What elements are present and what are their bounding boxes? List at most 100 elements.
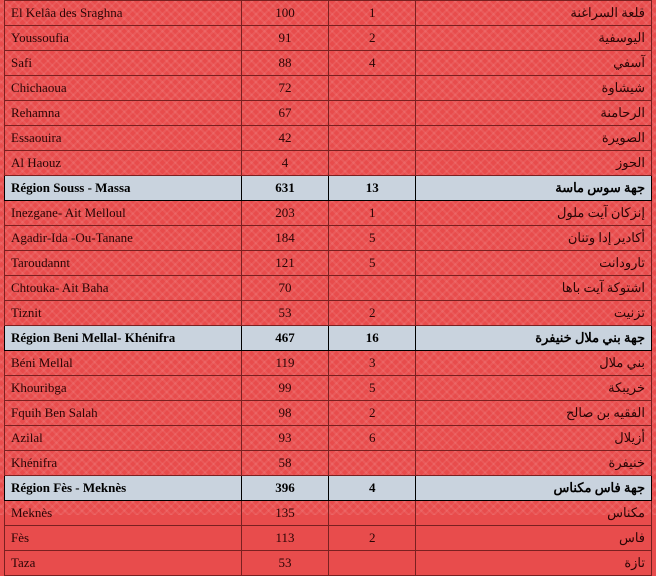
- cell-name-fr: Safi: [5, 51, 242, 76]
- cell-name-fr: Azilal: [5, 426, 242, 451]
- cell-name-fr: Khouribga: [5, 376, 242, 401]
- cell-value-2: 5: [329, 251, 416, 276]
- cell-name-ar: جهة فاس مكناس: [416, 476, 652, 501]
- cell-value-2: 2: [329, 301, 416, 326]
- cell-name-ar: خريبكة: [416, 376, 652, 401]
- cell-name-fr: Région Souss - Massa: [5, 176, 242, 201]
- cell-value-2: [329, 276, 416, 301]
- cell-value-1: 91: [241, 26, 329, 51]
- table-row: Youssoufia912اليوسفية: [5, 26, 652, 51]
- cell-name-ar: بني ملال: [416, 351, 652, 376]
- cell-value-2: 2: [329, 526, 416, 551]
- cell-value-1: 4: [241, 151, 329, 176]
- table-row: Khouribga995خريبكة: [5, 376, 652, 401]
- cell-value-2: 5: [329, 226, 416, 251]
- cell-value-1: 93: [241, 426, 329, 451]
- table-row: Agadir-Ida -Ou-Tanane1845أكادير إدا وتنا…: [5, 226, 652, 251]
- table-row: Meknès135مكناس: [5, 501, 652, 526]
- cell-value-2: [329, 151, 416, 176]
- cell-value-2: 5: [329, 376, 416, 401]
- cell-name-ar: الصويرة: [416, 126, 652, 151]
- cell-name-fr: Agadir-Ida -Ou-Tanane: [5, 226, 242, 251]
- cell-name-ar: الحوز: [416, 151, 652, 176]
- regions-table: El Kelâa des Sraghna1001قلعة السراغنةYou…: [4, 0, 652, 576]
- cell-value-1: 58: [241, 451, 329, 476]
- cell-name-fr: Fquih Ben Salah: [5, 401, 242, 426]
- cell-name-fr: Essaouira: [5, 126, 242, 151]
- table-row: Fquih Ben Salah982الفقيه بن صالح: [5, 401, 652, 426]
- cell-value-1: 70: [241, 276, 329, 301]
- cell-value-2: 2: [329, 401, 416, 426]
- cell-value-1: 72: [241, 76, 329, 101]
- region-header-row: Région Beni Mellal- Khénifra46716جهة بني…: [5, 326, 652, 351]
- cell-value-2: [329, 76, 416, 101]
- cell-value-1: 67: [241, 101, 329, 126]
- table-row: Taroudannt1215تارودانت: [5, 251, 652, 276]
- table-row: El Kelâa des Sraghna1001قلعة السراغنة: [5, 1, 652, 26]
- cell-name-fr: Taza: [5, 551, 242, 576]
- cell-value-1: 467: [241, 326, 329, 351]
- cell-name-ar: شيشاوة: [416, 76, 652, 101]
- cell-name-ar: قلعة السراغنة: [416, 1, 652, 26]
- cell-name-fr: Région Beni Mellal- Khénifra: [5, 326, 242, 351]
- cell-value-1: 100: [241, 1, 329, 26]
- cell-value-2: 4: [329, 51, 416, 76]
- cell-value-1: 98: [241, 401, 329, 426]
- table-row: Khénifra58 خنيفرة: [5, 451, 652, 476]
- cell-value-1: 631: [241, 176, 329, 201]
- cell-name-ar: الفقيه بن صالح: [416, 401, 652, 426]
- cell-value-1: 121: [241, 251, 329, 276]
- cell-value-1: 88: [241, 51, 329, 76]
- cell-value-1: 99: [241, 376, 329, 401]
- cell-value-2: 3: [329, 351, 416, 376]
- cell-name-ar: اليوسفية: [416, 26, 652, 51]
- cell-value-2: 2: [329, 26, 416, 51]
- cell-value-1: 119: [241, 351, 329, 376]
- cell-name-fr: Khénifra: [5, 451, 242, 476]
- cell-value-1: 135: [241, 501, 329, 526]
- cell-name-fr: Al Haouz: [5, 151, 242, 176]
- table-row: Tiznit532تزنيت: [5, 301, 652, 326]
- cell-name-ar: أكادير إدا وتنان: [416, 226, 652, 251]
- cell-name-ar: فاس: [416, 526, 652, 551]
- cell-name-fr: Taroudannt: [5, 251, 242, 276]
- cell-name-ar: اشتوكة آيت باها: [416, 276, 652, 301]
- cell-value-2: 6: [329, 426, 416, 451]
- cell-value-2: 1: [329, 1, 416, 26]
- cell-name-ar: الرحامنة: [416, 101, 652, 126]
- cell-name-ar: تارودانت: [416, 251, 652, 276]
- cell-name-ar: جهة سوس ماسة: [416, 176, 652, 201]
- cell-name-ar: جهة بني ملال خنيفرة: [416, 326, 652, 351]
- cell-value-2: [329, 451, 416, 476]
- cell-value-2: [329, 551, 416, 576]
- cell-value-1: 184: [241, 226, 329, 251]
- cell-value-1: 203: [241, 201, 329, 226]
- table-row: Azilal936أزيلال: [5, 426, 652, 451]
- cell-value-1: 53: [241, 301, 329, 326]
- cell-name-fr: Fès: [5, 526, 242, 551]
- cell-value-1: 396: [241, 476, 329, 501]
- table-row: Béni Mellal1193بني ملال: [5, 351, 652, 376]
- cell-name-fr: Youssoufia: [5, 26, 242, 51]
- table-row: Chtouka- Ait Baha70 اشتوكة آيت باها: [5, 276, 652, 301]
- cell-name-fr: Inezgane- Ait Melloul: [5, 201, 242, 226]
- table-row: Essaouira42الصويرة: [5, 126, 652, 151]
- cell-name-ar: إنزكان آيت ملول: [416, 201, 652, 226]
- cell-name-ar: مكناس: [416, 501, 652, 526]
- cell-value-2: 16: [329, 326, 416, 351]
- cell-name-fr: El Kelâa des Sraghna: [5, 1, 242, 26]
- table-row: Taza53تازة: [5, 551, 652, 576]
- cell-name-ar: خنيفرة: [416, 451, 652, 476]
- region-header-row: Région Souss - Massa63113جهة سوس ماسة: [5, 176, 652, 201]
- cell-name-fr: Région Fès - Meknès: [5, 476, 242, 501]
- region-header-row: Région Fès - Meknès3964جهة فاس مكناس: [5, 476, 652, 501]
- cell-value-2: [329, 101, 416, 126]
- cell-name-ar: آسفي: [416, 51, 652, 76]
- cell-name-ar: أزيلال: [416, 426, 652, 451]
- cell-value-1: 113: [241, 526, 329, 551]
- cell-name-fr: Chichaoua: [5, 76, 242, 101]
- table-row: Rehamna67الرحامنة: [5, 101, 652, 126]
- cell-name-fr: Chtouka- Ait Baha: [5, 276, 242, 301]
- cell-value-2: 13: [329, 176, 416, 201]
- table-row: Chichaoua72 شيشاوة: [5, 76, 652, 101]
